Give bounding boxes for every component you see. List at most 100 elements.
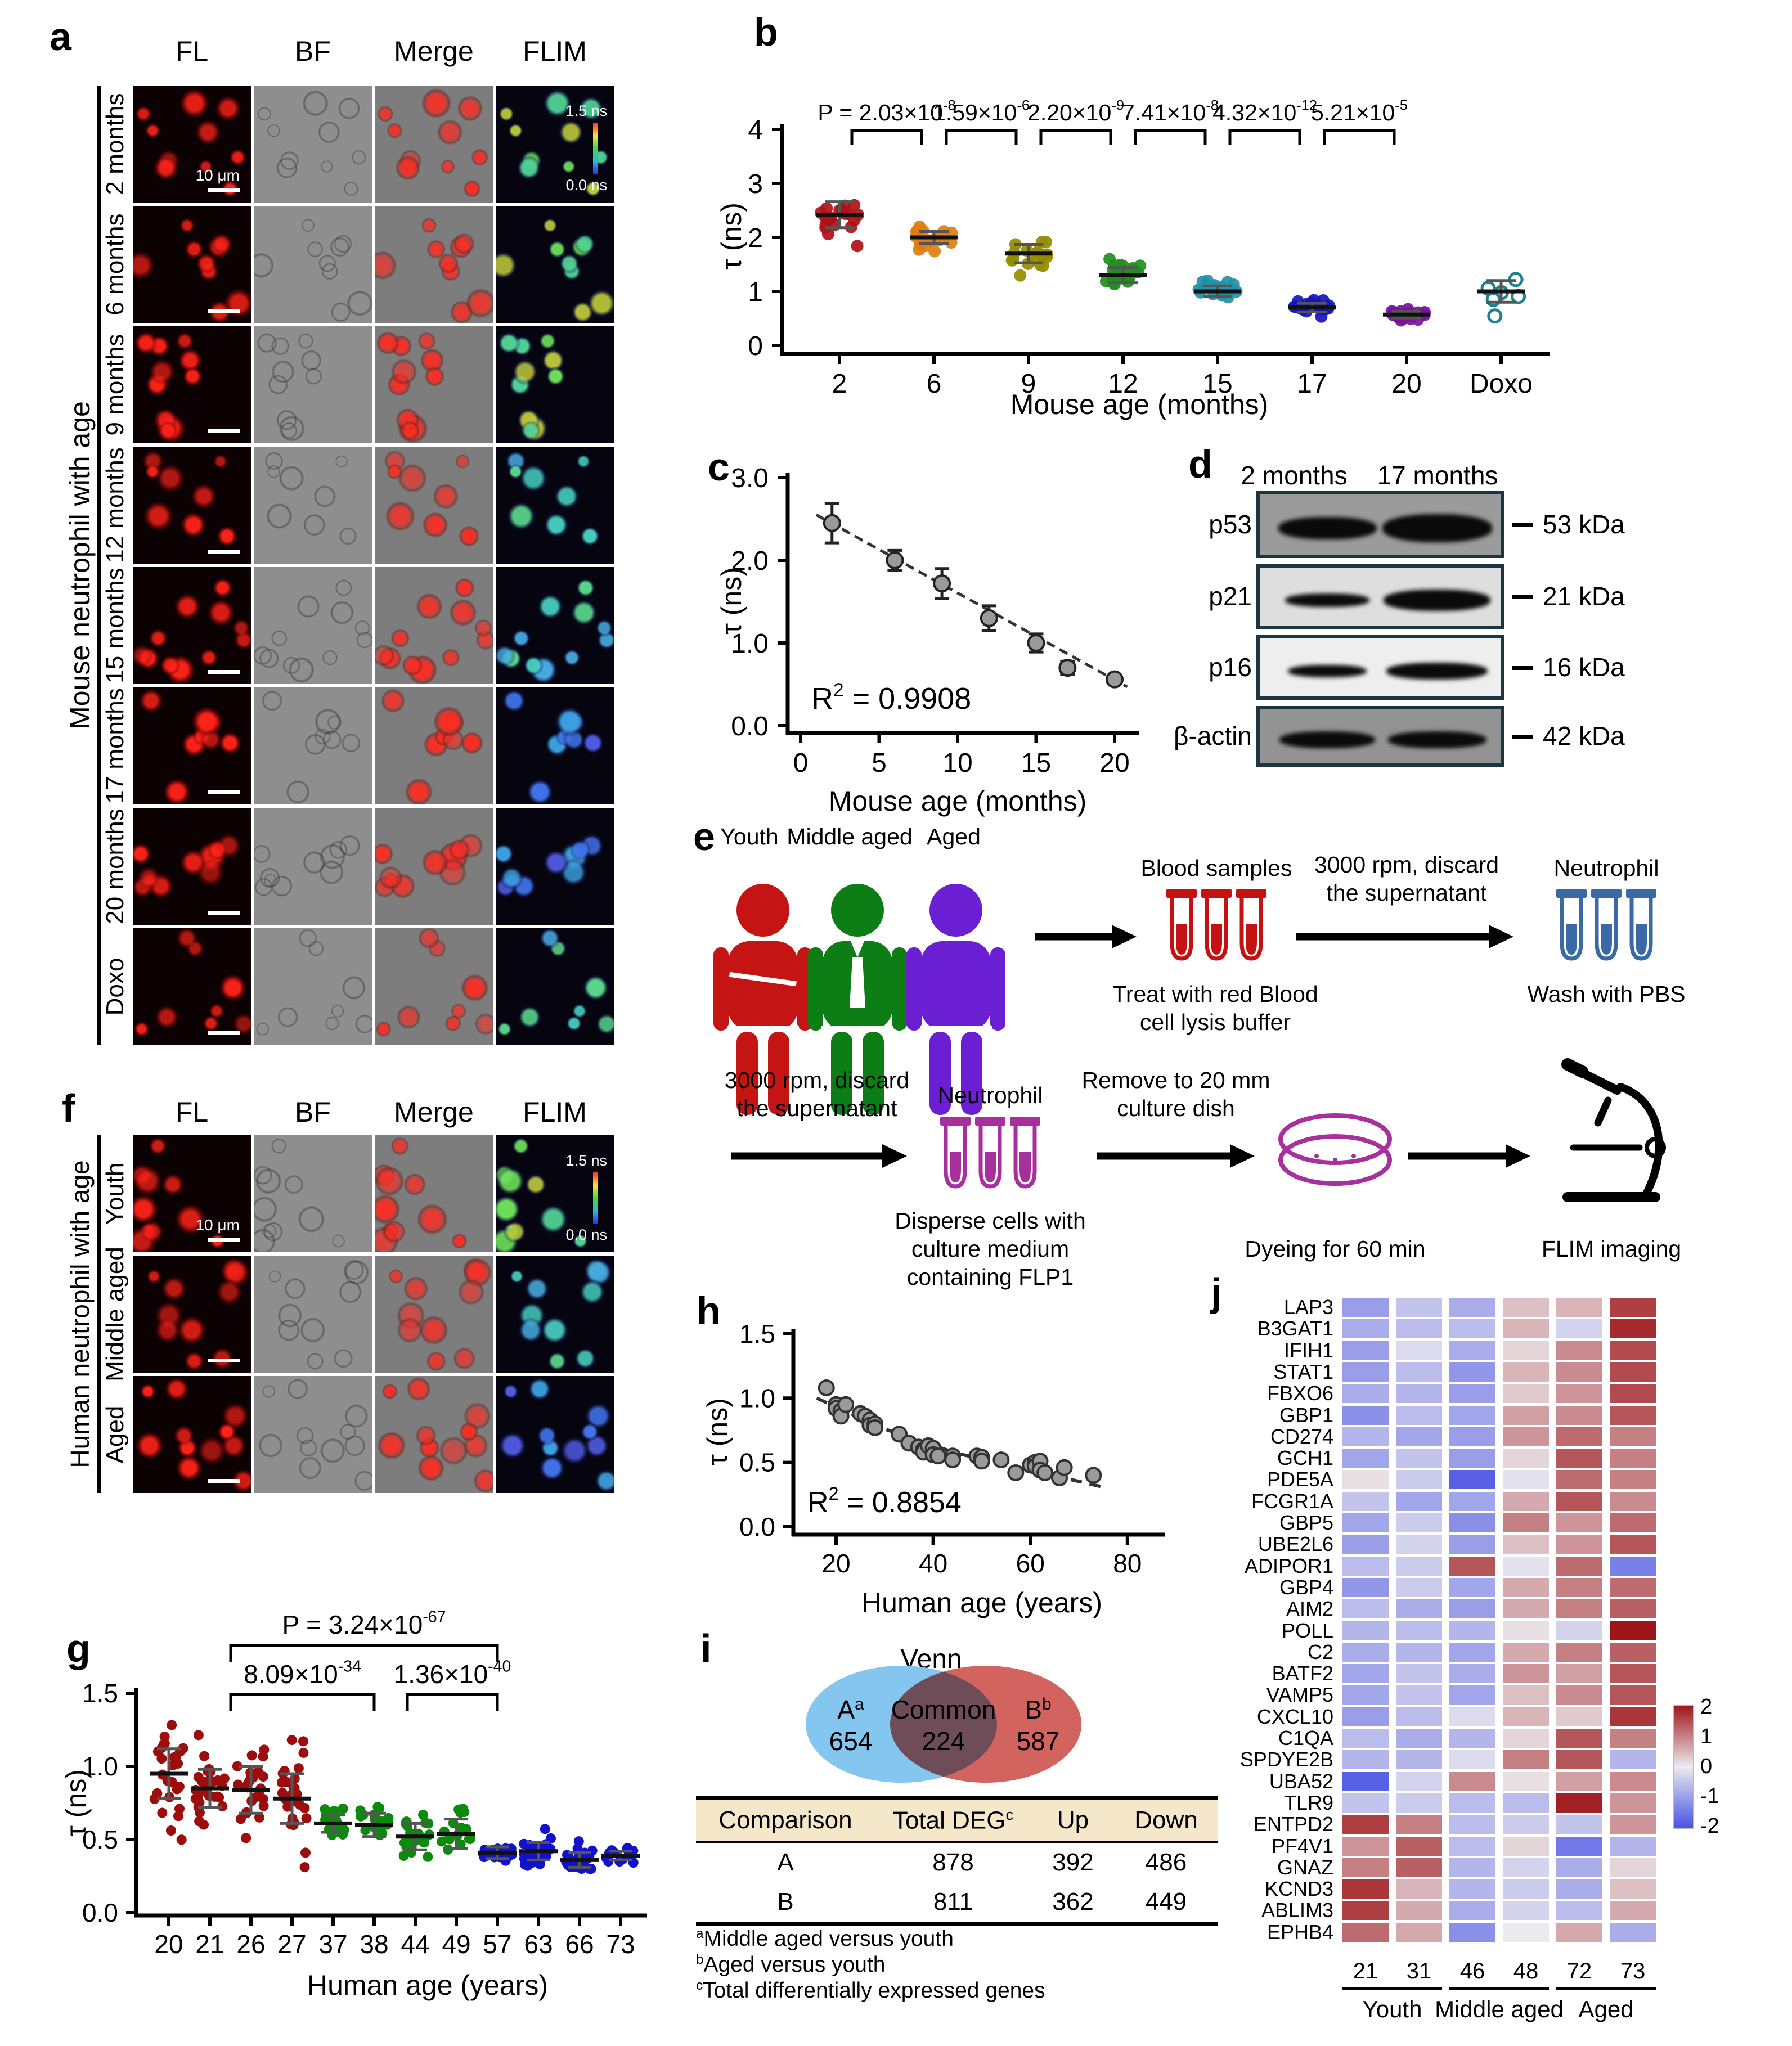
- data-point: [464, 1833, 474, 1844]
- heatmap-gene-label: C2: [1307, 1640, 1333, 1663]
- micro-tile-bf: [254, 687, 372, 804]
- person-icon: [713, 884, 812, 1115]
- axis-text: 0.5: [82, 1825, 118, 1854]
- axis-text: 26: [236, 1930, 265, 1959]
- heatmap-cell: [1556, 1621, 1602, 1640]
- heatmap-cell: [1503, 1879, 1549, 1899]
- p-value-label: 5.21×10-5: [1311, 98, 1408, 125]
- deg-cell: A: [777, 1848, 794, 1876]
- heatmap-cell: [1342, 1923, 1389, 1942]
- micro-tile-bf: [254, 86, 372, 203]
- culture-dish-icon: [1278, 1113, 1392, 1186]
- heatmap-cell: [1396, 1384, 1442, 1403]
- heatmap-cell: [1449, 1298, 1495, 1317]
- heatmap-cell: [1396, 1513, 1442, 1532]
- data-point: [914, 239, 927, 251]
- heatmap-cell: [1556, 1557, 1602, 1576]
- panel-a-row-label-2: 9 months: [101, 334, 129, 436]
- footnote-a: aMiddle aged versus youth: [696, 1926, 954, 1951]
- heatmap-cell: [1342, 1319, 1389, 1338]
- panel-e-flim-caption: FLIM imaging: [1541, 1236, 1682, 1262]
- panel-c-label: c: [708, 445, 730, 489]
- heatmap-cell: [1503, 1837, 1549, 1856]
- panel-f-row-bracket: [97, 1135, 101, 1493]
- data-point: [233, 1779, 244, 1790]
- data-point: [299, 1862, 310, 1873]
- heatmap-cell: [1556, 1599, 1602, 1618]
- heatmap-cell: [1556, 1837, 1602, 1856]
- heatmap-gene-label: GBP1: [1279, 1404, 1333, 1427]
- data-point: [1027, 634, 1045, 652]
- heatmap-cell: [1449, 1923, 1495, 1942]
- heatmap-cell: [1503, 1319, 1549, 1338]
- axis-text: 2: [748, 223, 763, 253]
- axis-text: 60: [1016, 1549, 1045, 1578]
- venn-set-a-label: Aa: [837, 1695, 864, 1724]
- data-point: [172, 1784, 182, 1795]
- scale-bar: [208, 1238, 240, 1242]
- heatmap-cell: [1396, 1621, 1442, 1640]
- heatmap-cell: [1396, 1643, 1442, 1662]
- blot-image: [1256, 706, 1504, 767]
- data-point: [1056, 1459, 1073, 1476]
- heatmap-cell: [1396, 1750, 1442, 1769]
- heatmap-cell: [1556, 1643, 1602, 1662]
- panel-f-header-flim: FLIM: [523, 1096, 587, 1128]
- heatmap-cell: [1449, 1599, 1495, 1618]
- heatmap-cell: [1396, 1319, 1442, 1338]
- panel-a-row-label-6: 20 months: [101, 808, 129, 924]
- fit-line: [815, 513, 1128, 689]
- axis-text: 2: [832, 369, 847, 399]
- micro-tile-fl: [133, 928, 251, 1045]
- axis-text: 0: [748, 331, 763, 361]
- micro-tile-merge: [375, 1376, 493, 1493]
- micro-tile-flim: [496, 1376, 614, 1493]
- heatmap-cell: [1556, 1750, 1602, 1769]
- panel-a-header-bf: BF: [295, 35, 331, 67]
- blot-image: [1256, 564, 1504, 629]
- heatmap-gene-label: SPDYE2B: [1239, 1748, 1333, 1771]
- data-point: [276, 1777, 287, 1788]
- data-point: [437, 1836, 447, 1847]
- heatmap-cell: [1342, 1578, 1389, 1597]
- heatmap-cell: [1342, 1901, 1389, 1920]
- heatmap-gene-label: UBE2L6: [1257, 1532, 1333, 1555]
- data-point: [241, 1833, 251, 1843]
- blot-band: [1387, 731, 1486, 748]
- test-tube-icon: [1201, 889, 1232, 961]
- axis-text: 37: [318, 1930, 347, 1959]
- blot-protein-label: p53: [1209, 509, 1252, 539]
- panel-e-diagram: [713, 884, 1666, 1202]
- panel-f-label: f: [62, 1086, 75, 1130]
- test-tube-icon: [940, 1117, 971, 1189]
- panel-j-label: j: [1211, 1270, 1222, 1314]
- significance-bracket: [1228, 129, 1301, 145]
- heatmap-cell: [1556, 1406, 1602, 1425]
- axis-text: 57: [483, 1930, 511, 1959]
- heatmap-cell: [1610, 1427, 1656, 1446]
- heatmap-cell: [1503, 1599, 1549, 1618]
- scale-bar-label: 10 μm: [195, 167, 240, 184]
- r-squared-label: R2 = 0.9908: [811, 680, 971, 716]
- data-point: [423, 1851, 433, 1862]
- panel-e-disperse-caption: Disperse cells with culture medium conta…: [895, 1208, 1086, 1290]
- heatmap-cell: [1449, 1772, 1495, 1791]
- deg-cell: 362: [1052, 1887, 1094, 1915]
- panel-a-row-label-0: 2 months: [101, 93, 129, 195]
- heatmap-gene-label: GCH1: [1277, 1446, 1333, 1469]
- data-point: [423, 1818, 434, 1829]
- data-point: [455, 1839, 466, 1850]
- data-point: [945, 236, 958, 249]
- data-point: [159, 1731, 170, 1742]
- p-value-label: 7.41×10-8: [1122, 98, 1219, 125]
- axis-text: 1.5: [739, 1319, 775, 1348]
- heatmap-cell: [1503, 1750, 1549, 1769]
- axis-text: 20: [1099, 748, 1129, 778]
- axis-text: 27: [277, 1930, 306, 1959]
- data-point: [258, 1801, 269, 1811]
- heatmap-cell: [1449, 1513, 1495, 1532]
- colorbar-tick-label: -2: [1700, 1814, 1719, 1838]
- person-icon: [808, 884, 907, 1115]
